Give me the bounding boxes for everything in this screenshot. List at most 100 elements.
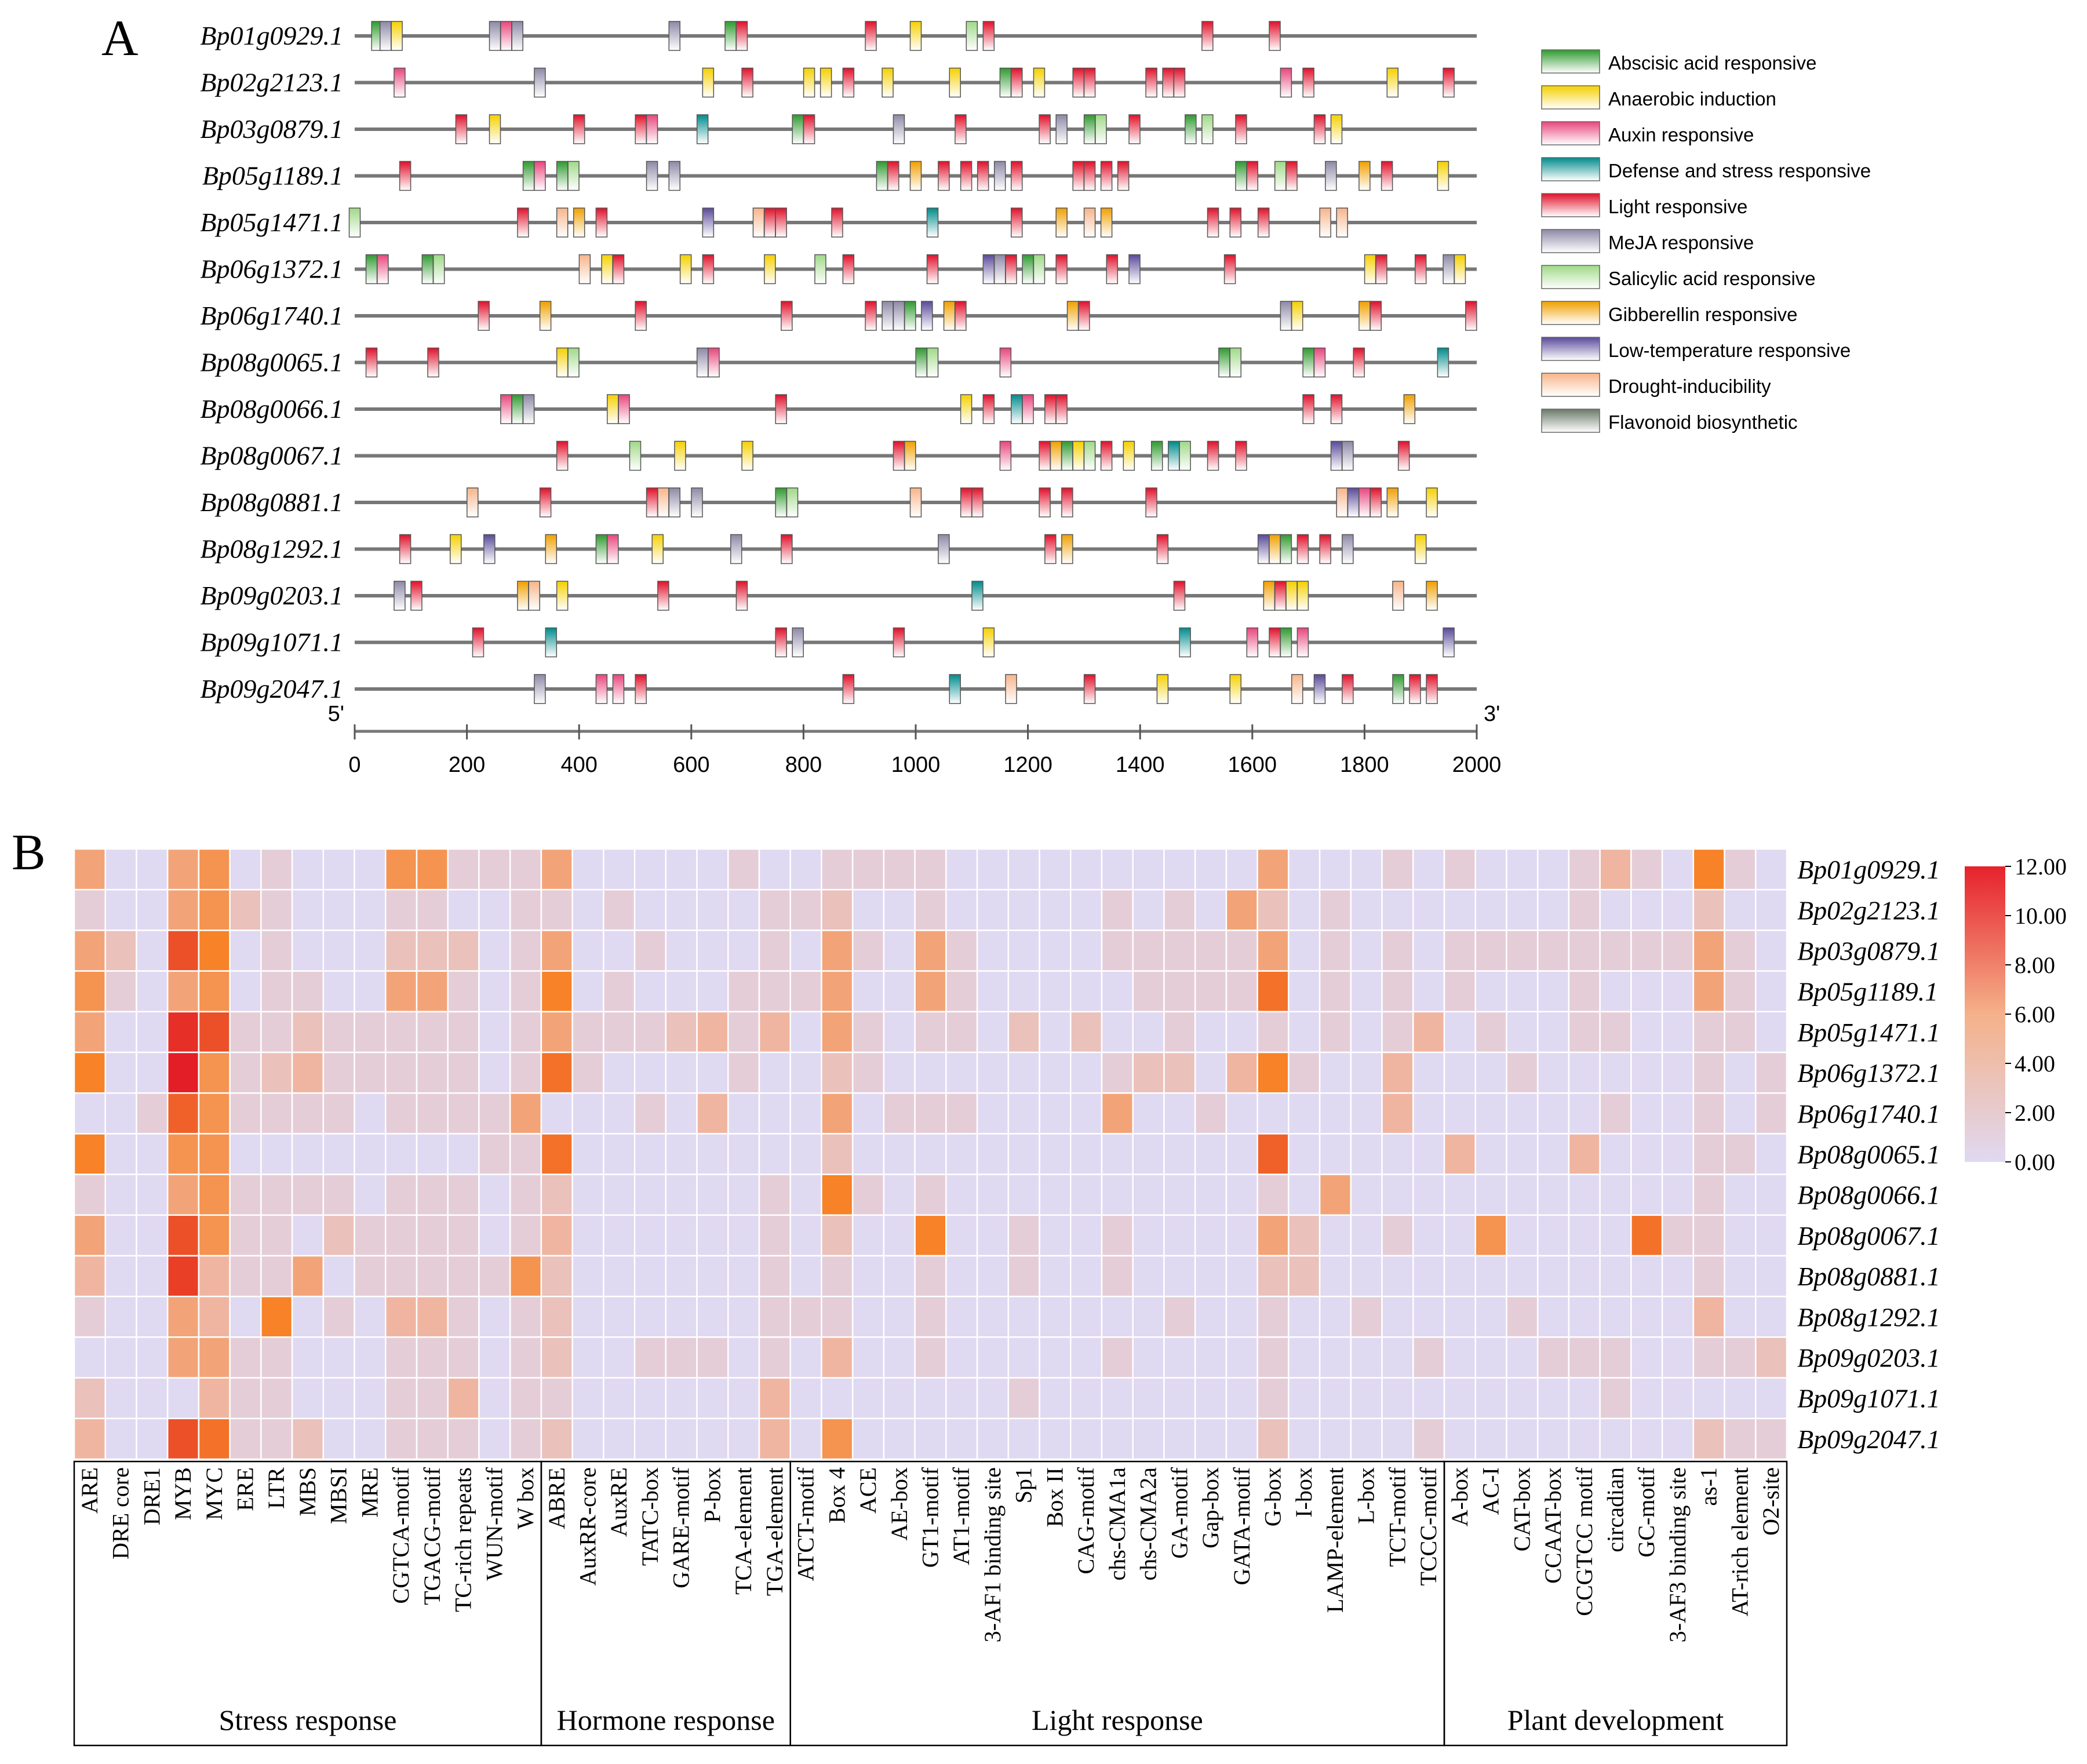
element-box-auxin-responsive [1246, 627, 1259, 658]
heatmap-cell [1101, 970, 1134, 1013]
element-box-light-responsive [612, 254, 625, 285]
heatmap-cell [1225, 1377, 1258, 1420]
element-box-auxin-responsive [394, 67, 406, 98]
heatmap-cell [260, 1173, 293, 1216]
heatmap-cell [385, 1377, 418, 1420]
heatmap-cell [758, 1377, 791, 1420]
heatmap-cell [789, 1377, 822, 1420]
heatmap-cell [322, 1133, 355, 1175]
legend-label: Gibberellin responsive [1608, 304, 1798, 325]
heatmap-cell [1039, 1173, 1072, 1216]
heatmap-cell [478, 1011, 511, 1054]
column-label-box-ii: Box II [1041, 1467, 1068, 1527]
element-box-abscisic-acid-responsive [1280, 534, 1292, 564]
element-box-light-responsive [1381, 161, 1393, 191]
heatmap-cell [633, 1295, 667, 1338]
heatmap-cell [1661, 1051, 1695, 1094]
heatmap-cell [1692, 1133, 1725, 1175]
row-label-bp06g1372-1: Bp06g1372.1 [1797, 1058, 1940, 1088]
heatmap-cell [291, 1011, 325, 1054]
heatmap-cell [1568, 1295, 1601, 1338]
heatmap-cell [104, 1133, 137, 1175]
heatmap-cell [1132, 930, 1165, 972]
element-box-light-responsive [635, 301, 647, 331]
element-box-defense-and-stress-responsive [971, 581, 984, 611]
element-box-gibberellin-responsive [1100, 207, 1113, 238]
heatmap-cell [1599, 1336, 1632, 1379]
heatmap-cell [1163, 1173, 1196, 1216]
group-hormone-response: Hormone response [540, 1460, 791, 1747]
heatmap-cell [260, 970, 293, 1013]
element-box-light-responsive [365, 347, 378, 378]
heatmap-cell [1256, 1092, 1290, 1135]
heatmap-cell [1350, 1417, 1383, 1460]
column-label-mbsi: MBSI [326, 1467, 352, 1524]
row-label-bp06g1740-1: Bp06g1740.1 [1797, 1099, 1940, 1128]
heatmap-cell [1474, 1173, 1507, 1216]
heatmap-cell [229, 1336, 262, 1379]
element-box-light-responsive [1162, 67, 1174, 98]
heatmap-cell [603, 1377, 636, 1420]
axis-tick-label: 400 [560, 753, 597, 777]
legend-label: Auxin responsive [1608, 124, 1754, 145]
element-box-gibberellin-responsive [1386, 487, 1399, 517]
heatmap-cell [1132, 888, 1165, 931]
heatmap-cell [1070, 1377, 1103, 1420]
heatmap-cell [1007, 888, 1040, 931]
legend-label: Defense and stress responsive [1608, 160, 1871, 181]
heatmap-cell [1661, 1336, 1695, 1379]
heatmap-cell [758, 1051, 791, 1094]
heatmap-cell [976, 1051, 1010, 1094]
heatmap-cell [1256, 1417, 1290, 1460]
heatmap-cell [914, 1011, 947, 1054]
heatmap-cell [633, 1336, 667, 1379]
heatmap-cell [1599, 1255, 1632, 1298]
heatmap-cell [1381, 1051, 1414, 1094]
column-label-mre: MRE [356, 1467, 383, 1518]
element-box-anaerobic-induction [949, 67, 961, 98]
element-box-abscisic-acid-responsive [1392, 674, 1404, 704]
axis-tick-label: 1000 [891, 753, 941, 777]
element-box-drought-inducibility [1291, 674, 1303, 704]
heatmap-cell [260, 1011, 293, 1054]
heatmap-cell [385, 1051, 418, 1094]
heatmap-cell [1194, 1295, 1228, 1338]
heatmap-cell [322, 970, 355, 1013]
heatmap-cell [945, 1092, 978, 1135]
element-box-auxin-responsive [534, 161, 546, 191]
heatmap-cell [1256, 1011, 1290, 1054]
element-box-meja-responsive [668, 21, 681, 51]
heatmap-cell [1163, 1295, 1196, 1338]
heatmap-cell [416, 1295, 449, 1338]
heatmap-cell [229, 1214, 262, 1257]
heatmap-cell [1256, 1173, 1290, 1216]
element-box-anaerobic-induction [1454, 254, 1466, 285]
heatmap-cell [354, 1051, 387, 1094]
heatmap-cell [1101, 1377, 1134, 1420]
heatmap-cell [914, 1255, 947, 1298]
row-label-bp05g1189-1: Bp05g1189.1 [1797, 977, 1938, 1007]
heatmap-cell [914, 1417, 947, 1460]
heatmap-cell [104, 1051, 137, 1094]
heatmap-cell [633, 1417, 667, 1460]
heatmap-cell [1599, 1133, 1632, 1175]
heatmap-cell [1288, 848, 1321, 891]
element-box-light-responsive [1055, 254, 1068, 285]
heatmap-cell [1319, 1011, 1352, 1054]
heatmap-cell [385, 1417, 418, 1460]
heatmap-cell [416, 1417, 449, 1460]
column-label-ccaat-box: CCAAT-box [1540, 1467, 1566, 1584]
element-box-low-temperature-responsive [1347, 487, 1360, 517]
heatmap-cell [1568, 1051, 1601, 1094]
heatmap-cell [789, 930, 822, 972]
heatmap-cell [1506, 1255, 1539, 1298]
heatmap-cell [229, 970, 262, 1013]
element-box-anaerobic-induction [982, 627, 995, 658]
heatmap-cell [1692, 848, 1725, 891]
element-box-light-responsive [1426, 674, 1438, 704]
heatmap-cell [633, 1133, 667, 1175]
heatmap-cell [1225, 1011, 1258, 1054]
heatmap-cell [260, 1051, 293, 1094]
heatmap-cell [1568, 1214, 1601, 1257]
heatmap-cell [633, 930, 667, 972]
